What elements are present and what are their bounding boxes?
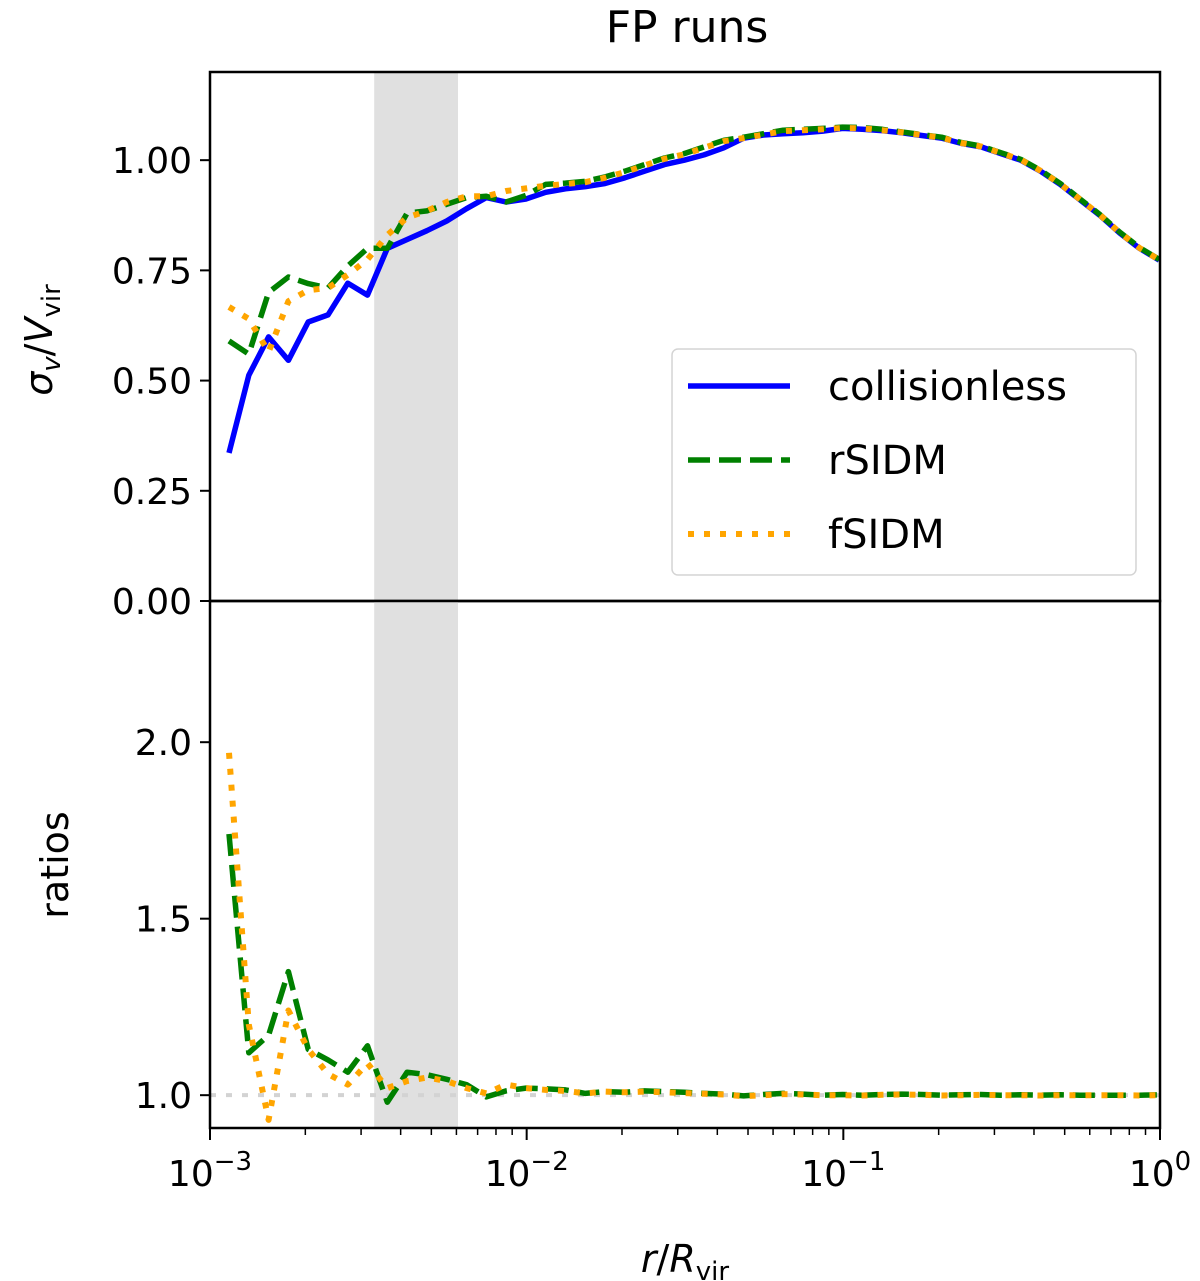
y-tick-label: 0.50: [112, 362, 192, 403]
series-line-fsidm: [226, 752, 1160, 1123]
y-tick-label: 0.00: [112, 582, 192, 623]
y-tick-label: 2.0: [135, 723, 192, 764]
y-tick-label: 0.25: [112, 472, 192, 513]
series-line-fsidm: [227, 125, 1161, 355]
series-line-rsidm: [226, 833, 1160, 1105]
shaded-region: [374, 72, 459, 601]
axes-frame: [208, 599, 1162, 1130]
x-tick-label: 100: [1129, 1147, 1191, 1195]
y-tick-label: 1.00: [112, 141, 192, 182]
y-axis-label-top: σv/Vvir: [17, 284, 67, 396]
y-tick-label: 1.0: [135, 1076, 192, 1117]
x-axis: 10−3 10−2 10−1 100: [168, 1128, 1191, 1195]
x-axis-label: r/Rvir: [641, 1237, 729, 1281]
legend: collisionless rSIDM fSIDM: [671, 348, 1137, 576]
series-line-rsidm: [227, 124, 1161, 357]
y-tick-label: 0.75: [112, 251, 192, 292]
legend-label: collisionless: [828, 364, 1067, 410]
y-axis-label-bottom: ratios: [33, 811, 77, 918]
x-tick-label: 10−2: [485, 1147, 569, 1195]
top-panel: 0.00 0.25 0.50 0.75 1.00: [112, 70, 1162, 623]
chart-title: FP runs: [606, 2, 769, 53]
shaded-region: [374, 601, 459, 1128]
legend-box: [671, 348, 1137, 576]
legend-label: fSIDM: [828, 512, 945, 558]
bottom-panel: 1.0 1.5 2.0: [135, 599, 1162, 1130]
legend-label: rSIDM: [828, 438, 947, 484]
x-tick-label: 10−1: [801, 1147, 885, 1195]
x-tick-label: 10−3: [168, 1147, 252, 1195]
y-tick-label: 1.5: [135, 900, 192, 941]
